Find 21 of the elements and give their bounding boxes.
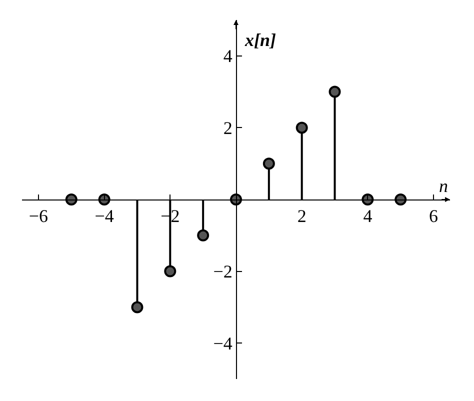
point bbox=[131, 301, 144, 314]
y-axis-title: x[n] bbox=[244, 30, 276, 50]
point bbox=[262, 158, 275, 170]
point bbox=[164, 265, 176, 278]
x-tick-label: 6 bbox=[429, 206, 438, 226]
x-tick-label: −6 bbox=[28, 206, 48, 226]
point bbox=[98, 194, 110, 206]
point bbox=[65, 194, 78, 206]
x-tick-label: 2 bbox=[297, 206, 306, 226]
point bbox=[394, 194, 407, 206]
y-tick-label: 2 bbox=[223, 118, 232, 138]
point bbox=[197, 229, 210, 242]
x-axis-title: n bbox=[439, 176, 448, 196]
point bbox=[362, 194, 374, 206]
y-tick-label: 4 bbox=[223, 46, 232, 66]
point bbox=[296, 122, 308, 134]
y-tick-label: −2 bbox=[213, 262, 232, 282]
x-tick-label: 4 bbox=[363, 206, 372, 226]
y-tick-label: −4 bbox=[213, 333, 232, 354]
x-tick-label: −4 bbox=[94, 206, 114, 226]
point bbox=[328, 86, 341, 98]
